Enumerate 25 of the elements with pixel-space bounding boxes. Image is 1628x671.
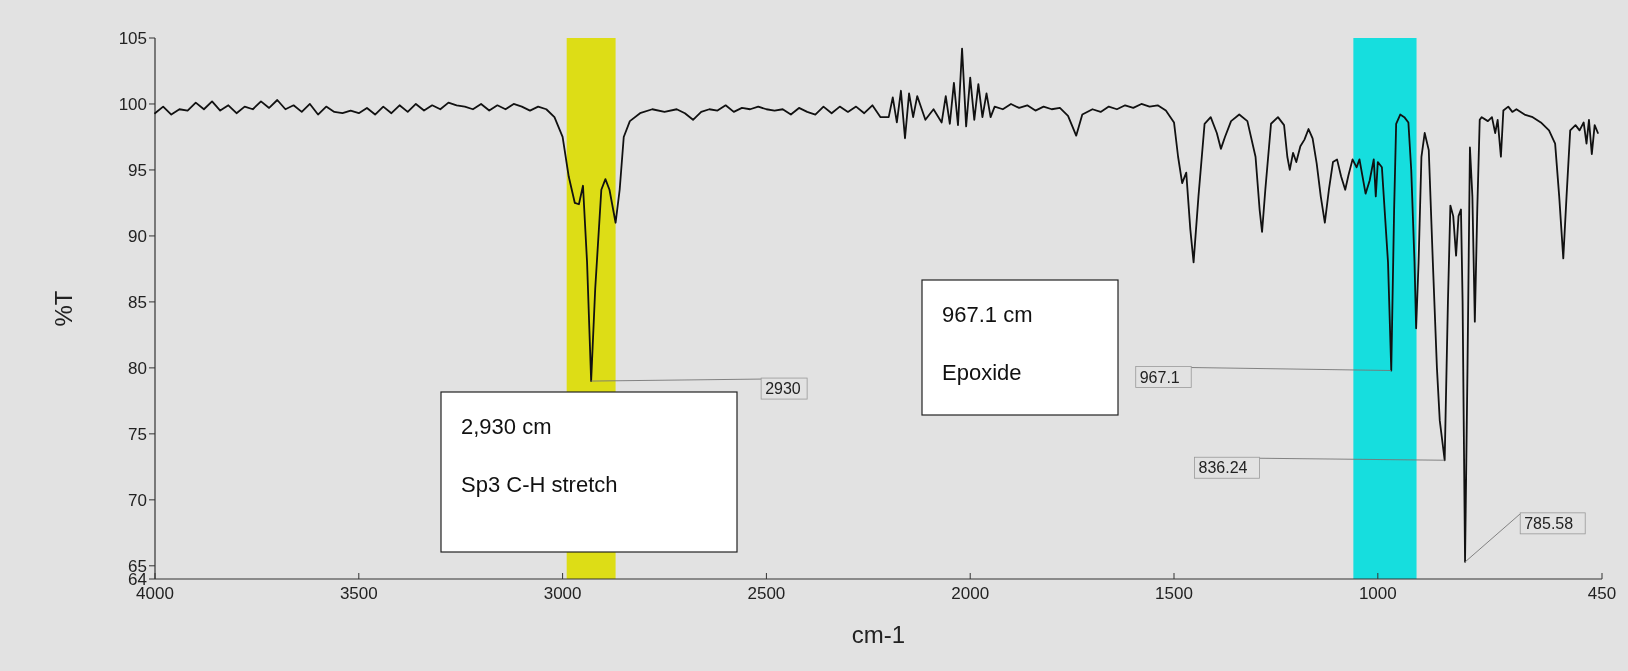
x-tick-label: 4000 <box>136 584 174 603</box>
y-axis-title: %T <box>50 290 77 327</box>
y-tick-label: 105 <box>118 28 147 48</box>
x-tick-label: 450 <box>1587 584 1617 603</box>
x-tick-label: 3500 <box>339 584 378 603</box>
x-tick-label: 3000 <box>543 584 582 603</box>
text-box: 967.1 cm Epoxide <box>921 279 1119 416</box>
text-box: 2,930 cm Sp3 C-H stretch <box>440 391 738 553</box>
x-tick-label: 1500 <box>1155 584 1193 603</box>
y-tick-label: 85 <box>128 292 147 312</box>
y-tick-label: 100 <box>118 94 147 114</box>
x-tick-label: 2500 <box>747 584 786 603</box>
annotation: 967.1 <box>1139 368 1180 386</box>
annotation: 785.58 <box>1524 514 1574 532</box>
y-tick-label: 80 <box>128 358 147 378</box>
y-tick-label: 95 <box>128 160 147 180</box>
y-tick-label: 90 <box>128 226 147 246</box>
x-axis-title: cm-1 <box>851 621 906 648</box>
line-series <box>154 47 1599 563</box>
annotation: 836.24 <box>1198 459 1248 477</box>
annotation: 2930 <box>765 380 801 398</box>
x-tick-label: 2000 <box>951 584 990 603</box>
y-tick-label: 75 <box>128 424 147 444</box>
x-tick-label: 1000 <box>1358 584 1397 603</box>
y-tick-label: 70 <box>128 490 147 510</box>
